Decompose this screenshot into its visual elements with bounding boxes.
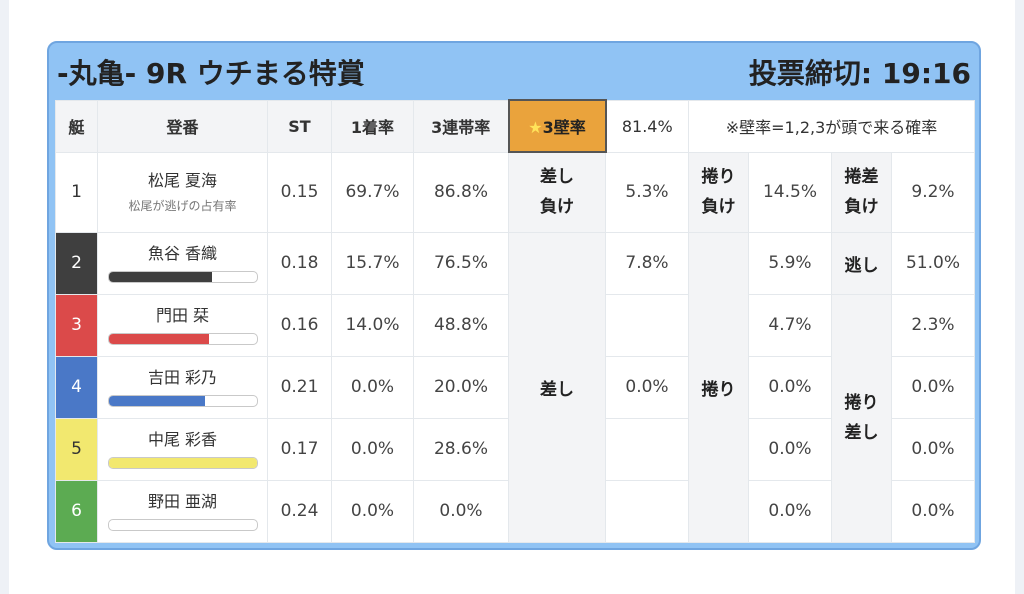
col-racer: 登番 <box>97 99 268 153</box>
escape-share-bar <box>107 332 258 345</box>
col-first-rate: 1着率 <box>331 99 414 153</box>
first-rate: 0.0% <box>331 417 414 481</box>
wall-rate-value: 81.4% <box>605 99 689 153</box>
sashi-make-value: 5.3% <box>605 151 689 233</box>
racer-name: 吉田 彩乃 <box>147 367 218 387</box>
top3-rate: 0.0% <box>413 479 509 543</box>
makuri-value: 4.7% <box>748 293 832 357</box>
page-left-edge <box>0 0 9 594</box>
racer-cell: 門田 栞 <box>97 293 268 357</box>
racer-cell: 野田 亜湖 <box>97 479 268 543</box>
racer-cell: 中尾 彩香 <box>97 417 268 481</box>
bar-fill <box>108 457 257 468</box>
makuri-value: 0.0% <box>748 479 832 543</box>
boat-number: 2 <box>55 231 98 295</box>
first-rate: 15.7% <box>331 231 414 295</box>
sashi-value <box>605 293 689 357</box>
table-row: 3 門田 栞 0.16 14.0% 48.8% 4.7% 捲り 差し 2.3% <box>55 293 975 543</box>
top3-rate: 86.8% <box>413 151 509 233</box>
page-right-edge <box>1015 0 1024 594</box>
sashi-value <box>605 417 689 481</box>
escape-share-bar <box>107 456 258 469</box>
top3-rate: 48.8% <box>413 293 509 357</box>
col-top3-rate: 3連帯率 <box>413 99 509 153</box>
escape-share-bar <box>107 518 258 531</box>
racer-cell: 魚谷 香織 <box>97 231 268 295</box>
boat-number: 3 <box>55 293 98 357</box>
makurizashi-value: 0.0% <box>891 479 975 543</box>
table-row: 4 吉田 彩乃 0.21 0.0% 20.0% 0.0% 0.0% 0.0% <box>55 355 975 419</box>
st-value: 0.15 <box>267 151 332 233</box>
nige-label: 逃し <box>831 231 892 295</box>
racer-name: 門田 栞 <box>155 305 210 325</box>
first-rate: 14.0% <box>331 293 414 357</box>
bar-fill <box>108 271 213 282</box>
escape-share-bar <box>107 270 258 283</box>
table-row: 6 野田 亜湖 0.24 0.0% 0.0% 0.0% 0.0% <box>55 479 975 543</box>
top3-rate: 28.6% <box>413 417 509 481</box>
makuri-label: 捲り <box>688 231 749 543</box>
makurizashi-value: 0.0% <box>891 355 975 419</box>
makuri-value: 0.0% <box>748 355 832 419</box>
race-card: -丸亀- 9R ウチまる特賞 投票締切: 19:16 艇 登番 ST 1着率 3… <box>47 41 981 550</box>
makurizashi-value: 2.3% <box>891 293 975 357</box>
racer-name: 野田 亜湖 <box>147 491 218 511</box>
betting-deadline: 投票締切: 19:16 <box>748 57 971 90</box>
star-icon: ★ <box>528 118 543 137</box>
st-value: 0.21 <box>267 355 332 419</box>
escape-share-label: 松尾が逃げの占有率 <box>128 198 237 213</box>
sashi-label: 差し <box>508 231 606 543</box>
st-value: 0.18 <box>267 231 332 295</box>
makurizashi-value: 0.0% <box>891 417 975 481</box>
wall-rate-label: 3壁率 <box>542 118 586 137</box>
sashi-make-label: 差し 負け <box>508 151 606 233</box>
top3-rate: 20.0% <box>413 355 509 419</box>
st-value: 0.17 <box>267 417 332 481</box>
makuri-make-label: 捲り 負け <box>688 151 749 233</box>
makuri-value: 0.0% <box>748 417 832 481</box>
first-rate: 0.0% <box>331 479 414 543</box>
table-row: 1 松尾 夏海 松尾が逃げの占有率 0.15 69.7% 86.8% 差し 負け … <box>55 151 975 233</box>
racer-cell: 松尾 夏海 松尾が逃げの占有率 <box>97 151 268 233</box>
sashi-value: 0.0% <box>605 355 689 419</box>
race-title: -丸亀- 9R ウチまる特賞 <box>57 57 365 90</box>
boat-number: 6 <box>55 479 98 543</box>
escape-share-bar <box>107 394 258 407</box>
bar-fill <box>108 395 205 406</box>
racer-name: 魚谷 香織 <box>147 243 218 263</box>
st-value: 0.16 <box>267 293 332 357</box>
top3-rate: 76.5% <box>413 231 509 295</box>
header-row: 艇 登番 ST 1着率 3連帯率 ★3壁率 81.4% ※壁率=1,2,3が頭で… <box>55 99 975 153</box>
makurizashi-make-value: 9.2% <box>891 151 975 233</box>
boat-number: 1 <box>55 151 98 233</box>
makuri-value: 5.9% <box>748 231 832 295</box>
nige-value: 51.0% <box>891 231 975 295</box>
sashi-value: 7.8% <box>605 231 689 295</box>
table-row: 5 中尾 彩香 0.17 0.0% 28.6% 0.0% 0.0% <box>55 417 975 481</box>
table-row: 2 魚谷 香織 0.18 15.7% 76.5% 差し 7.8% 捲り 5.9%… <box>55 231 975 543</box>
boat-number: 5 <box>55 417 98 481</box>
wall-rate-note: ※壁率=1,2,3が頭で来る確率 <box>688 99 975 153</box>
boat-number: 4 <box>55 355 98 419</box>
racer-name: 松尾 夏海 <box>147 170 218 190</box>
makurizashi-make-label: 捲差 負け <box>831 151 892 233</box>
racer-name: 中尾 彩香 <box>147 429 218 449</box>
col-wall-rate: ★3壁率 <box>507 99 607 153</box>
race-stats-table: 艇 登番 ST 1着率 3連帯率 ★3壁率 81.4% ※壁率=1,2,3が頭で… <box>55 99 975 543</box>
makurizashi-label: 捲り 差し <box>831 293 892 543</box>
first-rate: 0.0% <box>331 355 414 419</box>
racer-cell: 吉田 彩乃 <box>97 355 268 419</box>
col-st: ST <box>267 99 332 153</box>
first-rate: 69.7% <box>331 151 414 233</box>
col-boat: 艇 <box>55 99 98 153</box>
bar-fill <box>108 333 210 344</box>
st-value: 0.24 <box>267 479 332 543</box>
sashi-value <box>605 479 689 543</box>
makuri-make-value: 14.5% <box>748 151 832 233</box>
